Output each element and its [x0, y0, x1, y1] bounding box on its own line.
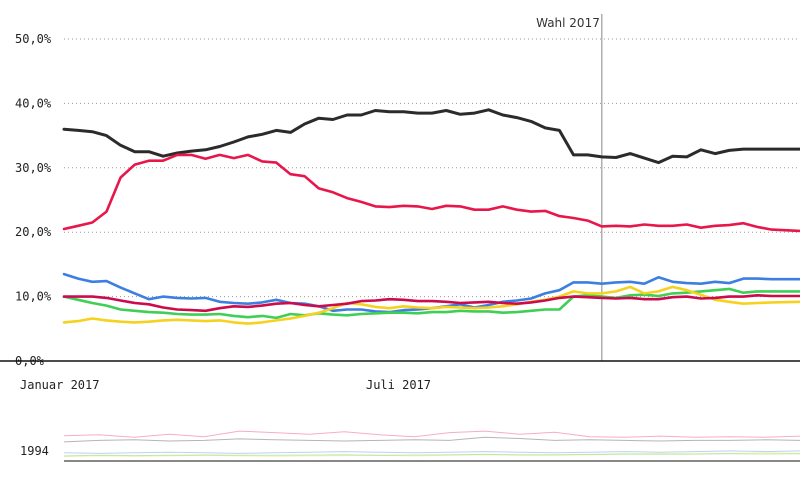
x-tick-label: Januar 2017	[20, 378, 99, 392]
overview-line-0	[63, 430, 800, 438]
overview-line-2	[63, 450, 800, 454]
overview-line-4	[63, 453, 800, 457]
x-tick-label: Juli 2017	[366, 378, 431, 392]
election-marker-label: Wahl 2017	[536, 16, 600, 30]
y-tick-label: 50,0%	[15, 32, 52, 46]
y-tick-label: 40,0%	[15, 96, 52, 110]
y-tick-label: 10,0%	[15, 290, 52, 304]
overview-start-label: 1994	[20, 444, 49, 458]
y-tick-label: 30,0%	[15, 161, 52, 175]
series-lines	[62, 108, 800, 325]
overview-line-1	[63, 436, 800, 443]
election-annotation: Wahl 2017	[536, 14, 603, 361]
overview-lines	[63, 430, 800, 457]
series-line-4	[62, 285, 800, 325]
y-grid	[64, 38, 800, 298]
y-tick-label: 20,0%	[15, 225, 52, 239]
overview-timeline[interactable]: 1994	[20, 430, 800, 462]
series-line-1	[62, 153, 800, 233]
series-line-0	[62, 108, 800, 165]
series-line-3	[62, 287, 800, 320]
y-tick-labels: 50,0%40,0%30,0%20,0%10,0%0,0%	[15, 32, 52, 368]
x-tick-labels: Januar 2017 Juli 2017	[20, 378, 431, 392]
series-line-5	[62, 293, 800, 313]
overview-line-3	[63, 452, 800, 457]
